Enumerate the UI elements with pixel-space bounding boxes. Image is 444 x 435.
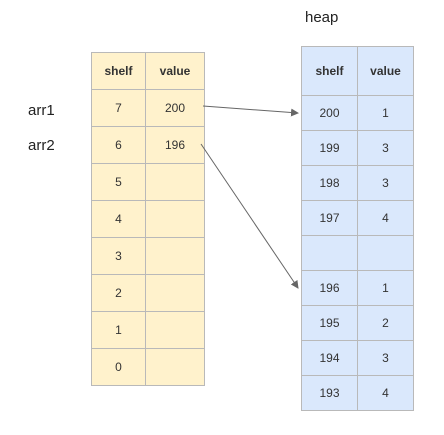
stack-value-cell <box>145 237 205 275</box>
heap-row: 200 1 <box>301 95 414 131</box>
heap-row: 194 3 <box>301 340 414 376</box>
stack-shelf-cell: 3 <box>91 237 146 275</box>
stack-shelf-cell: 2 <box>91 274 146 312</box>
arr1-pointer-arrow <box>202 105 299 117</box>
stack-header-row: shelf value <box>91 52 205 90</box>
heap-shelf-cell: 195 <box>301 305 358 341</box>
heap-table: shelf value 200 1 199 3 198 3 197 4 196 1 195… <box>301 46 414 411</box>
heap-header-shelf: shelf <box>301 46 358 96</box>
heap-shelf-cell <box>301 235 358 271</box>
stack-header-value: value <box>145 52 205 90</box>
heap-value-cell: 4 <box>357 375 414 411</box>
heap-row: 193 4 <box>301 375 414 411</box>
stack-value-cell: 196 <box>145 126 205 164</box>
arr1-label: arr1 <box>28 102 55 119</box>
stack-table: shelf value 7 200 6 196 5 4 3 2 1 0 <box>91 52 205 386</box>
heap-value-cell: 3 <box>357 165 414 201</box>
heap-shelf-cell: 199 <box>301 130 358 166</box>
stack-value-cell <box>145 163 205 201</box>
stack-shelf-cell: 4 <box>91 200 146 238</box>
heap-row: 196 1 <box>301 270 414 306</box>
stack-value-cell <box>145 348 205 386</box>
stack-shelf-cell: 5 <box>91 163 146 201</box>
heap-row: 195 2 <box>301 305 414 341</box>
stack-row: 6 196 <box>91 126 205 164</box>
heap-row: 199 3 <box>301 130 414 166</box>
stack-row: 1 <box>91 311 205 349</box>
stack-shelf-cell: 6 <box>91 126 146 164</box>
stack-header-shelf: shelf <box>91 52 146 90</box>
heap-shelf-cell: 193 <box>301 375 358 411</box>
stack-row: 2 <box>91 274 205 312</box>
stack-row: 5 <box>91 163 205 201</box>
heap-title: heap <box>305 9 339 26</box>
stack-row: 4 <box>91 200 205 238</box>
arr2-pointer-arrow <box>200 143 299 289</box>
heap-shelf-cell: 198 <box>301 165 358 201</box>
stack-row: 3 <box>91 237 205 275</box>
stack-value-cell: 200 <box>145 89 205 127</box>
stack-value-cell <box>145 200 205 238</box>
heap-value-cell: 3 <box>357 340 414 376</box>
heap-shelf-cell: 197 <box>301 200 358 236</box>
heap-shelf-cell: 194 <box>301 340 358 376</box>
heap-header-row: shelf value <box>301 46 414 96</box>
stack-shelf-cell: 0 <box>91 348 146 386</box>
heap-value-cell <box>357 235 414 271</box>
stack-shelf-cell: 1 <box>91 311 146 349</box>
heap-row <box>301 235 414 271</box>
heap-row: 197 4 <box>301 200 414 236</box>
heap-row: 198 3 <box>301 165 414 201</box>
heap-value-cell: 2 <box>357 305 414 341</box>
arr2-label: arr2 <box>28 137 55 154</box>
heap-value-cell: 4 <box>357 200 414 236</box>
heap-value-cell: 1 <box>357 270 414 306</box>
stack-value-cell <box>145 311 205 349</box>
heap-value-cell: 1 <box>357 95 414 131</box>
stack-value-cell <box>145 274 205 312</box>
stack-shelf-cell: 7 <box>91 89 146 127</box>
heap-shelf-cell: 196 <box>301 270 358 306</box>
heap-header-value: value <box>357 46 414 96</box>
heap-shelf-cell: 200 <box>301 95 358 131</box>
stack-row: 0 <box>91 348 205 386</box>
stack-row: 7 200 <box>91 89 205 127</box>
heap-value-cell: 3 <box>357 130 414 166</box>
